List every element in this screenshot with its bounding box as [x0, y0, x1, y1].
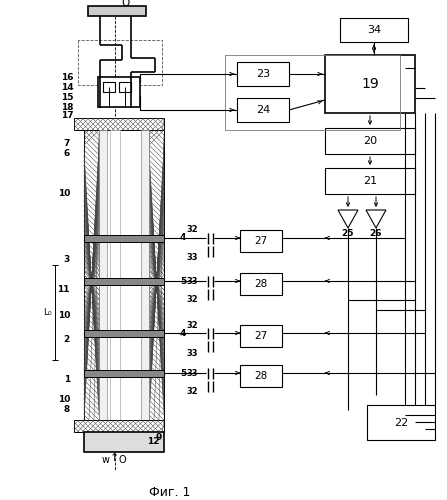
Bar — [240, 325, 282, 347]
Bar — [99, 130, 107, 420]
Bar — [74, 118, 164, 130]
Text: w: w — [102, 455, 110, 465]
Bar — [325, 168, 415, 194]
Text: 28: 28 — [254, 279, 268, 289]
Text: 22: 22 — [394, 418, 408, 428]
Bar — [84, 278, 164, 285]
Text: 2: 2 — [64, 336, 70, 344]
Text: 21: 21 — [363, 176, 377, 186]
Text: 28: 28 — [254, 371, 268, 381]
Text: 10: 10 — [58, 310, 70, 320]
Text: O: O — [121, 0, 129, 8]
Text: 25: 25 — [342, 228, 354, 237]
Bar — [84, 432, 164, 452]
Bar — [141, 130, 149, 420]
Text: 20: 20 — [363, 136, 377, 146]
Text: 33: 33 — [186, 276, 198, 285]
Text: 24: 24 — [256, 105, 270, 115]
Text: 17: 17 — [61, 110, 74, 120]
Bar — [88, 6, 146, 16]
Bar — [84, 370, 164, 377]
Text: 33: 33 — [186, 254, 198, 262]
Bar — [240, 365, 282, 387]
Bar — [325, 55, 415, 113]
Bar — [98, 77, 140, 107]
Bar — [340, 18, 408, 42]
Bar — [237, 98, 289, 122]
Text: Фиг. 1: Фиг. 1 — [149, 486, 191, 498]
Text: 12: 12 — [147, 438, 160, 446]
Text: 8: 8 — [64, 406, 70, 414]
Bar — [110, 130, 120, 420]
Text: 32: 32 — [186, 320, 198, 330]
Text: 34: 34 — [367, 25, 381, 35]
Text: 9: 9 — [155, 432, 161, 442]
Text: 16: 16 — [62, 74, 74, 82]
Bar — [240, 230, 282, 252]
Text: 18: 18 — [62, 104, 74, 112]
Text: 7: 7 — [63, 138, 70, 147]
Bar — [240, 273, 282, 295]
Bar — [119, 82, 131, 92]
Text: ↑: ↑ — [110, 453, 119, 463]
Bar — [237, 62, 289, 86]
Bar — [367, 405, 435, 440]
Text: 32: 32 — [186, 388, 198, 396]
Text: 23: 23 — [256, 69, 270, 79]
Text: 1: 1 — [64, 376, 70, 384]
Text: 10: 10 — [58, 188, 70, 198]
Bar — [325, 128, 415, 154]
Text: 11: 11 — [58, 286, 70, 294]
Text: 14: 14 — [61, 82, 74, 92]
Text: L₀: L₀ — [42, 308, 51, 317]
Text: 27: 27 — [254, 331, 268, 341]
Text: 4: 4 — [180, 234, 186, 242]
Text: 26: 26 — [370, 228, 382, 237]
Text: 19: 19 — [361, 77, 379, 91]
Text: 6: 6 — [64, 148, 70, 158]
Text: O: O — [118, 455, 126, 465]
Text: 4: 4 — [180, 328, 186, 338]
Text: 32: 32 — [186, 296, 198, 304]
Text: 15: 15 — [62, 92, 74, 102]
Text: 27: 27 — [254, 236, 268, 246]
Text: 32: 32 — [186, 226, 198, 234]
Text: 5: 5 — [180, 368, 186, 378]
Bar — [225, 55, 400, 130]
Text: 3: 3 — [64, 256, 70, 264]
Bar — [84, 330, 164, 337]
Bar — [149, 130, 164, 420]
Bar — [84, 130, 99, 420]
Text: 33: 33 — [186, 348, 198, 358]
Text: 10: 10 — [58, 396, 70, 404]
Bar — [84, 235, 164, 242]
Text: 5: 5 — [180, 276, 186, 285]
Text: 33: 33 — [186, 368, 198, 378]
Bar — [103, 82, 115, 92]
Bar — [74, 420, 164, 432]
